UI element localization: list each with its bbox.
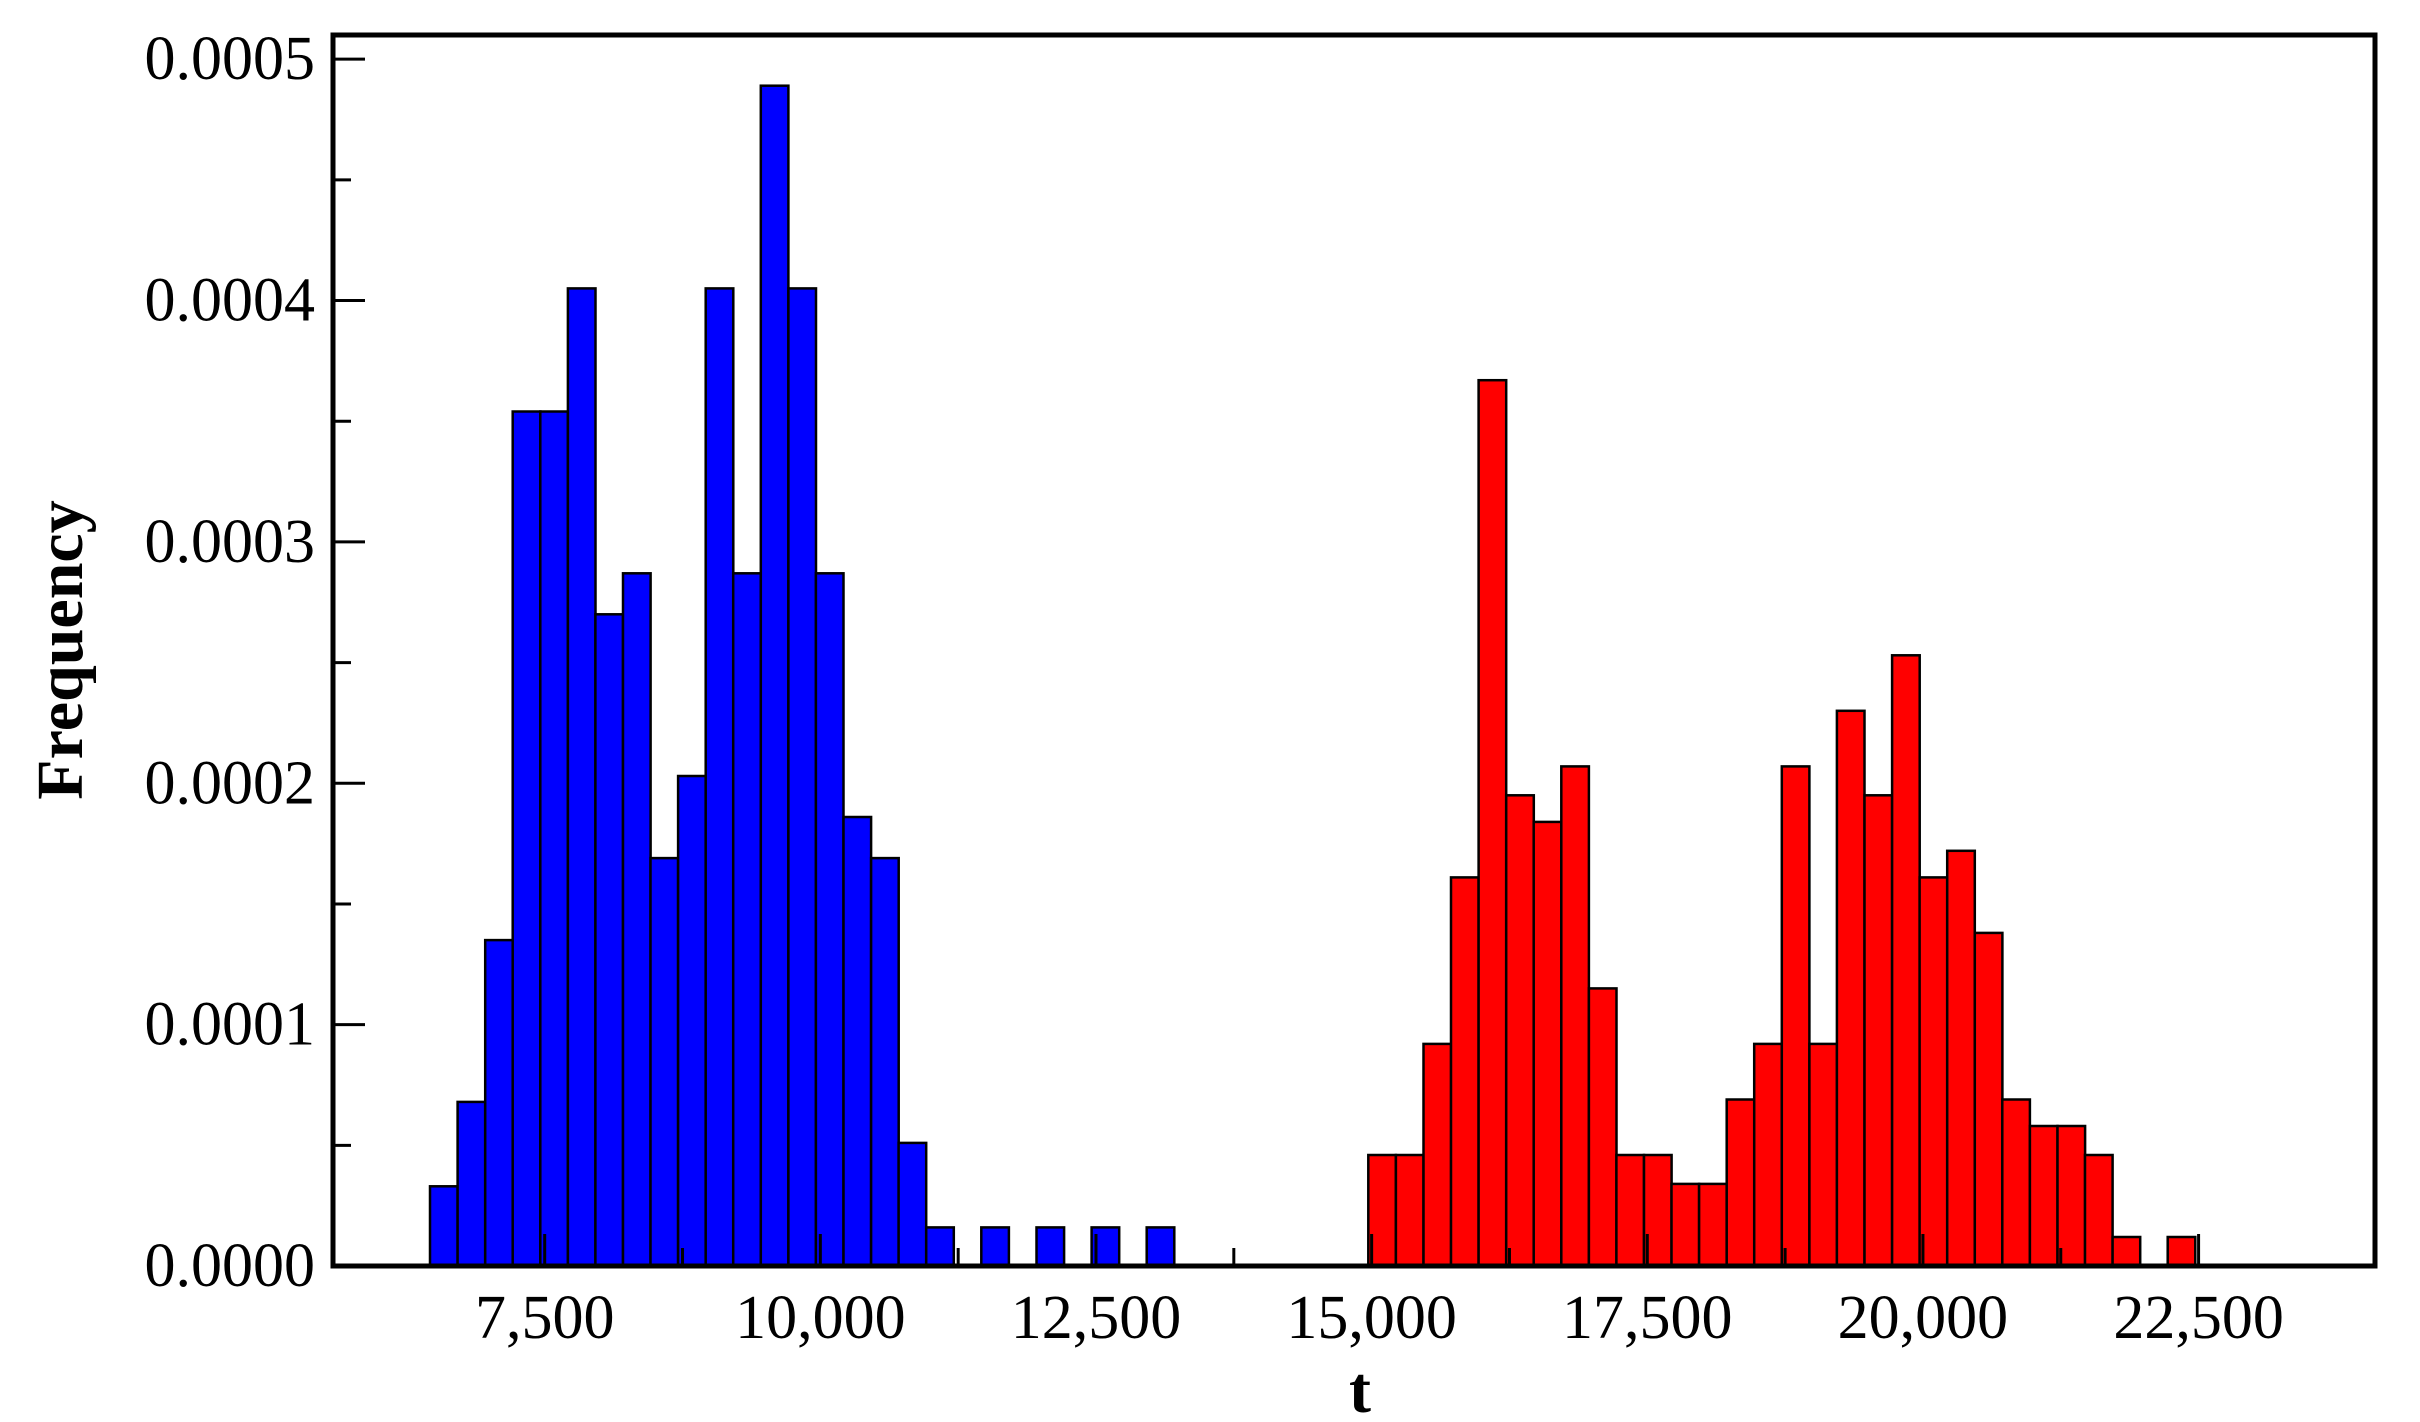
histogram-bar-series-2 bbox=[2083, 1153, 2114, 1268]
histogram-bar-series-2 bbox=[1945, 849, 1977, 1268]
histogram-bar-series-2 bbox=[1587, 987, 1618, 1268]
histogram-bar-series-2 bbox=[1422, 1042, 1453, 1268]
histogram-bar-series-2 bbox=[1532, 820, 1563, 1268]
plot-frame bbox=[330, 32, 2378, 1269]
histogram-bar-series-2 bbox=[2056, 1124, 2087, 1268]
histogram-bar-series-1 bbox=[759, 84, 790, 1268]
histogram-bar-series-1 bbox=[649, 856, 680, 1268]
histogram-bar-series-2 bbox=[1918, 876, 1949, 1268]
histogram-bar-series-1 bbox=[428, 1185, 459, 1268]
histogram-bar-series-2 bbox=[2001, 1098, 2032, 1268]
histogram-bar-series-1 bbox=[897, 1141, 928, 1268]
histogram-bar-series-1 bbox=[1145, 1226, 1176, 1268]
histogram-bar-series-1 bbox=[731, 572, 763, 1268]
histogram-bar-series-1 bbox=[924, 1226, 956, 1268]
histogram-bar-series-1 bbox=[676, 774, 707, 1268]
y-tick-label: 0.0005 bbox=[145, 25, 316, 93]
x-tick-label: 22,500 bbox=[2113, 1284, 2284, 1352]
histogram-bar-series-2 bbox=[1835, 709, 1866, 1268]
histogram-bar-series-2 bbox=[1615, 1153, 1646, 1268]
y-tick-label: 0.0003 bbox=[145, 508, 316, 576]
histogram-bar-series-1 bbox=[456, 1100, 487, 1268]
x-tick-label: 15,000 bbox=[1286, 1284, 1457, 1352]
histogram-bar-series-1 bbox=[842, 815, 873, 1268]
y-tick-label: 0.0002 bbox=[145, 749, 316, 817]
y-axis-title: Frequency bbox=[24, 500, 97, 799]
histogram-bar-series-1 bbox=[869, 856, 900, 1268]
histogram-bar-series-1 bbox=[621, 572, 652, 1268]
histogram-bar-series-1 bbox=[1035, 1226, 1066, 1268]
y-tick-label: 0.0001 bbox=[145, 991, 316, 1059]
histogram-bar-series-1 bbox=[704, 287, 735, 1268]
x-tick-label: 17,500 bbox=[1562, 1284, 1733, 1352]
histogram-bar-series-1 bbox=[787, 287, 818, 1268]
histogram-bar-series-2 bbox=[2028, 1124, 2059, 1268]
histogram-bar-series-2 bbox=[1560, 765, 1591, 1268]
histogram-bar-series-2 bbox=[1973, 931, 2004, 1268]
histogram-bar-series-1 bbox=[980, 1226, 1011, 1268]
x-tick-label: 7,500 bbox=[475, 1284, 615, 1352]
tick-labels-layer: 0.0000 0.0001 0.0002 0.0003 0.0004 0.0005 7,50… bbox=[145, 25, 2284, 1352]
histogram-bar-series-2 bbox=[2111, 1235, 2142, 1268]
histogram-bar-series-2 bbox=[1808, 1042, 1839, 1268]
histogram-bar-series-2 bbox=[1394, 1153, 1425, 1268]
x-tick-label: 10,000 bbox=[735, 1284, 906, 1352]
ticks-layer bbox=[333, 57, 2201, 1268]
histogram-bar-series-2 bbox=[1477, 378, 1508, 1268]
bars-layer bbox=[428, 84, 2197, 1268]
histogram-bar-series-1 bbox=[539, 410, 570, 1268]
histogram-bar-series-2 bbox=[1752, 1042, 1784, 1268]
histogram-bar-series-2 bbox=[1449, 876, 1480, 1268]
histogram-bar-series-2 bbox=[2166, 1235, 2197, 1268]
x-tick-label: 12,500 bbox=[1011, 1284, 1182, 1352]
histogram-bar-series-1 bbox=[483, 938, 515, 1268]
histogram-bar-series-2 bbox=[1780, 765, 1811, 1268]
y-tick-label: 0.0000 bbox=[145, 1232, 316, 1300]
x-tick-label: 20,000 bbox=[1838, 1284, 2009, 1352]
histogram-bar-series-1 bbox=[594, 613, 625, 1268]
histogram-bar-series-2 bbox=[1890, 654, 1921, 1268]
histogram-bar-series-1 bbox=[814, 572, 845, 1268]
histogram-bar-series-2 bbox=[1863, 794, 1894, 1268]
histogram-bar-series-2 bbox=[1504, 794, 1536, 1268]
histogram-bar-series-2 bbox=[1697, 1182, 1728, 1268]
histogram-bar-series-1 bbox=[566, 287, 597, 1268]
histogram-bar-series-2 bbox=[1725, 1098, 1756, 1268]
y-tick-label: 0.0004 bbox=[145, 267, 316, 335]
histogram-bar-series-1 bbox=[511, 410, 542, 1268]
x-axis-title: t bbox=[1349, 1354, 1371, 1422]
histogram-bar-series-2 bbox=[1670, 1182, 1701, 1268]
